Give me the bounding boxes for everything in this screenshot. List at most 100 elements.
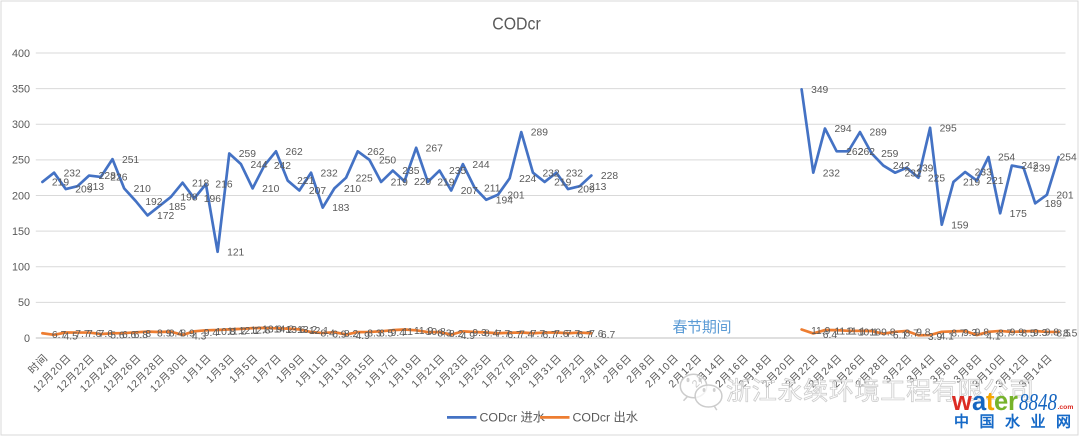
svg-text:239: 239	[1033, 163, 1050, 174]
svg-text:CODcr 进水: CODcr 进水	[480, 411, 546, 425]
svg-text:211: 211	[484, 183, 501, 194]
svg-text:8.5: 8.5	[1021, 329, 1036, 340]
svg-text:219: 219	[391, 178, 408, 189]
svg-text:172: 172	[157, 211, 174, 222]
svg-text:121: 121	[227, 247, 244, 258]
svg-text:8.9: 8.9	[157, 328, 172, 339]
svg-text:350: 350	[12, 83, 30, 95]
svg-text:8.7: 8.7	[905, 328, 920, 339]
svg-text:235: 235	[449, 166, 466, 177]
svg-text:浙江永续环境工程有限公司: 浙江永续环境工程有限公司	[726, 378, 1034, 406]
svg-text:w: w	[951, 388, 972, 416]
svg-text:159: 159	[951, 220, 968, 231]
svg-text:251: 251	[122, 155, 139, 166]
svg-text:8.4: 8.4	[321, 329, 336, 340]
svg-text:8.3: 8.3	[437, 329, 452, 340]
svg-text:232: 232	[566, 168, 583, 179]
svg-text:289: 289	[531, 128, 548, 139]
svg-text:4.1: 4.1	[940, 332, 955, 343]
svg-text:194: 194	[496, 195, 513, 206]
svg-text:250: 250	[12, 155, 30, 167]
svg-text:201: 201	[507, 190, 524, 201]
svg-text:8.2: 8.2	[449, 329, 464, 340]
svg-text:200: 200	[12, 190, 30, 202]
svg-text:232: 232	[321, 168, 338, 179]
svg-text:t: t	[986, 388, 995, 416]
svg-text:219: 219	[554, 178, 571, 189]
svg-text:7.7: 7.7	[496, 329, 511, 340]
svg-text:196: 196	[204, 194, 221, 205]
svg-text:228: 228	[601, 171, 618, 182]
svg-text:7.6: 7.6	[87, 329, 102, 340]
svg-text:259: 259	[239, 149, 256, 160]
svg-text:9.4: 9.4	[391, 328, 406, 339]
svg-text:210: 210	[262, 184, 279, 195]
svg-text:232: 232	[905, 168, 922, 179]
svg-text:4.9: 4.9	[356, 331, 371, 342]
svg-text:11.9: 11.9	[811, 326, 831, 337]
svg-text:6.4: 6.4	[823, 330, 838, 341]
svg-text:5.6: 5.6	[110, 331, 125, 342]
svg-text:262: 262	[286, 147, 303, 158]
svg-text:9.8: 9.8	[1045, 328, 1060, 339]
svg-text:4.1: 4.1	[986, 332, 1001, 343]
svg-text:9.9: 9.9	[1010, 328, 1025, 339]
svg-text:春节期间: 春节期间	[673, 319, 732, 336]
svg-text:400: 400	[12, 48, 30, 60]
svg-text:11.9: 11.9	[414, 326, 434, 337]
svg-text:8.3: 8.3	[367, 329, 382, 340]
svg-text:11.2: 11.2	[227, 327, 247, 338]
svg-text:9.8: 9.8	[881, 328, 896, 339]
svg-text:221: 221	[986, 176, 1003, 187]
svg-text:220: 220	[414, 177, 431, 188]
svg-text:中国水业网: 中国水业网	[954, 413, 1071, 431]
svg-text:349: 349	[811, 85, 828, 96]
svg-text:10.8: 10.8	[215, 327, 235, 338]
svg-text:50: 50	[18, 297, 30, 309]
svg-text:6.7: 6.7	[542, 330, 557, 341]
svg-text:7.6: 7.6	[99, 329, 114, 340]
svg-text:7.6: 7.6	[589, 329, 604, 340]
svg-text:183: 183	[332, 203, 349, 214]
svg-text:185: 185	[169, 202, 186, 213]
svg-text:239: 239	[916, 163, 933, 174]
svg-text:219: 219	[52, 178, 69, 189]
svg-text:4.5: 4.5	[64, 331, 79, 342]
svg-text:7.4: 7.4	[519, 329, 534, 340]
svg-text:e: e	[994, 388, 1008, 416]
svg-text:6.7: 6.7	[507, 330, 522, 341]
svg-text:150: 150	[12, 226, 30, 238]
svg-text:219: 219	[963, 178, 980, 189]
svg-text:10.1: 10.1	[858, 327, 878, 338]
svg-text:232: 232	[64, 168, 81, 179]
svg-text:242: 242	[274, 161, 291, 172]
svg-text:294: 294	[834, 124, 851, 135]
svg-text:254: 254	[998, 153, 1015, 164]
svg-text:300: 300	[12, 119, 30, 131]
svg-text:218: 218	[192, 178, 209, 189]
svg-text:8.4: 8.4	[484, 329, 499, 340]
svg-text:6.7: 6.7	[578, 330, 593, 341]
svg-text:6.9: 6.9	[332, 330, 347, 341]
svg-text:201: 201	[1056, 190, 1073, 201]
svg-text:11.2: 11.2	[834, 327, 854, 338]
svg-text:8.7: 8.7	[998, 328, 1013, 339]
svg-text:12.1: 12.1	[309, 326, 329, 337]
svg-text:0: 0	[24, 333, 30, 345]
svg-text:12.8: 12.8	[250, 325, 270, 336]
svg-text:CODcr 出水: CODcr 出水	[573, 411, 639, 425]
svg-text:6.8: 6.8	[134, 330, 149, 341]
svg-text:250: 250	[379, 155, 396, 166]
svg-text:6.1: 6.1	[893, 330, 908, 341]
svg-text:232: 232	[542, 168, 559, 179]
svg-text:207: 207	[309, 186, 326, 197]
svg-text:225: 225	[356, 173, 373, 184]
svg-text:209: 209	[75, 185, 92, 196]
svg-text:11.1: 11.1	[846, 327, 866, 338]
svg-text:13.9: 13.9	[262, 325, 282, 336]
svg-text:210: 210	[344, 184, 361, 195]
svg-text:7.6: 7.6	[554, 329, 569, 340]
svg-text:289: 289	[870, 128, 887, 139]
svg-text:100: 100	[12, 262, 30, 274]
svg-text:189: 189	[1045, 199, 1062, 210]
